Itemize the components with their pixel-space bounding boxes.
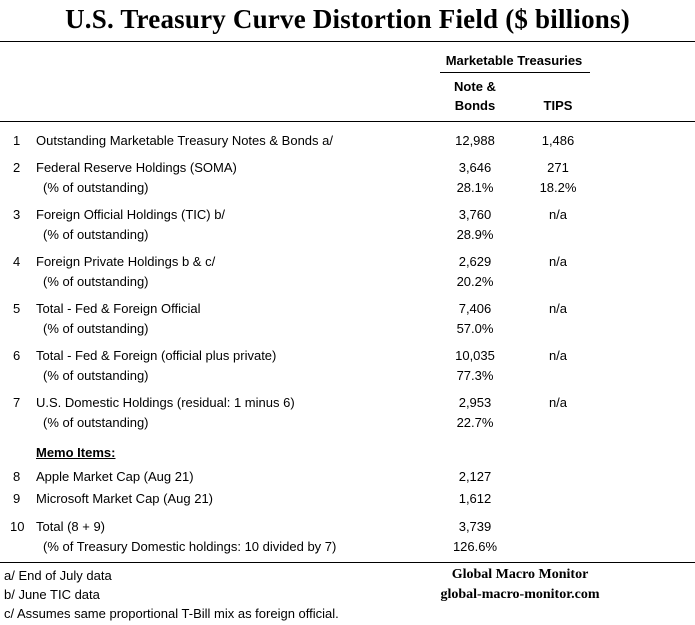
row-number: 1: [13, 133, 21, 148]
row-number: 5: [13, 301, 21, 316]
tips-header: TIPS: [543, 98, 573, 113]
row-number: 3: [13, 207, 21, 222]
row-number: 4: [13, 254, 21, 269]
row-label: U.S. Domestic Holdings (residual: 1 minu…: [36, 395, 295, 410]
row-number: 9: [13, 491, 21, 506]
tips-percent: 18.2%: [539, 180, 577, 195]
header-divider: [0, 121, 695, 122]
row-label: Microsoft Market Cap (Aug 21): [36, 491, 214, 506]
notes-bonds-header-line1: Note &: [454, 79, 496, 94]
row-sublabel: (% of outstanding): [43, 368, 149, 383]
tips-value: 1,486: [541, 133, 575, 148]
notes-bonds-percent: 28.1%: [456, 180, 494, 195]
row-number: 2: [13, 160, 21, 175]
notes-bonds-percent: 28.9%: [456, 227, 494, 242]
title-divider: [0, 41, 695, 42]
notes-bonds-value: 2,629: [458, 254, 492, 269]
row-label: Federal Reserve Holdings (SOMA): [36, 160, 237, 175]
marketable-treasuries-header: Marketable Treasuries: [445, 53, 583, 68]
tips-value: n/a: [548, 301, 568, 316]
notes-bonds-value: 7,406: [458, 301, 492, 316]
row-number: 10: [10, 519, 25, 534]
footnote-a: a/ End of July data: [4, 568, 112, 583]
tips-value: n/a: [548, 395, 568, 410]
notes-bonds-header-line2: Bonds: [454, 98, 496, 113]
notes-bonds-value: 3,760: [458, 207, 492, 222]
notes-bonds-value: 3,739: [458, 519, 492, 534]
row-sublabel: (% of outstanding): [43, 321, 149, 336]
row-number: 8: [13, 469, 21, 484]
footer-divider: [0, 562, 695, 563]
tips-value: 271: [547, 160, 569, 175]
notes-bonds-value: 2,953: [458, 395, 492, 410]
notes-bonds-percent: 20.2%: [456, 274, 494, 289]
notes-bonds-value: 2,127: [458, 469, 492, 484]
row-label: Foreign Private Holdings b & c/: [36, 254, 216, 269]
tips-value: n/a: [548, 348, 568, 363]
notes-bonds-value: 12,988: [455, 133, 495, 148]
memo-heading: Memo Items:: [36, 445, 116, 460]
memo-percent: 126.6%: [452, 539, 498, 554]
notes-bonds-value: 3,646: [458, 160, 492, 175]
row-sublabel: (% of outstanding): [43, 227, 149, 242]
row-sublabel: (% of outstanding): [43, 274, 149, 289]
notes-bonds-value: 10,035: [455, 348, 495, 363]
row-sublabel: (% of outstanding): [43, 180, 149, 195]
row-label: Total - Fed & Foreign (official plus pri…: [36, 348, 277, 363]
notes-bonds-percent: 22.7%: [456, 415, 494, 430]
tips-value: n/a: [548, 254, 568, 269]
brand-url: global-macro-monitor.com: [440, 587, 600, 602]
row-label: Foreign Official Holdings (TIC) b/: [36, 207, 226, 222]
row-number: 7: [13, 395, 21, 410]
row-label: Outstanding Marketable Treasury Notes & …: [36, 133, 333, 148]
row-sublabel: (% of outstanding): [43, 415, 149, 430]
notes-bonds-percent: 57.0%: [456, 321, 494, 336]
footnote-b: b/ June TIC data: [4, 587, 100, 602]
group-header-underline: [440, 72, 590, 73]
tips-value: n/a: [548, 207, 568, 222]
notes-bonds-value: 1,612: [458, 491, 492, 506]
memo-sublabel: (% of Treasury Domestic holdings: 10 div…: [43, 539, 337, 554]
page-title: U.S. Treasury Curve Distortion Field ($ …: [65, 4, 630, 34]
brand-name: Global Macro Monitor: [451, 567, 589, 582]
row-label: Total - Fed & Foreign Official: [36, 301, 201, 316]
row-label: Total (8 + 9): [36, 519, 106, 534]
footnote-c: c/ Assumes same proportional T-Bill mix …: [4, 606, 339, 621]
row-label: Apple Market Cap (Aug 21): [36, 469, 194, 484]
row-number: 6: [13, 348, 21, 363]
notes-bonds-percent: 77.3%: [456, 368, 494, 383]
